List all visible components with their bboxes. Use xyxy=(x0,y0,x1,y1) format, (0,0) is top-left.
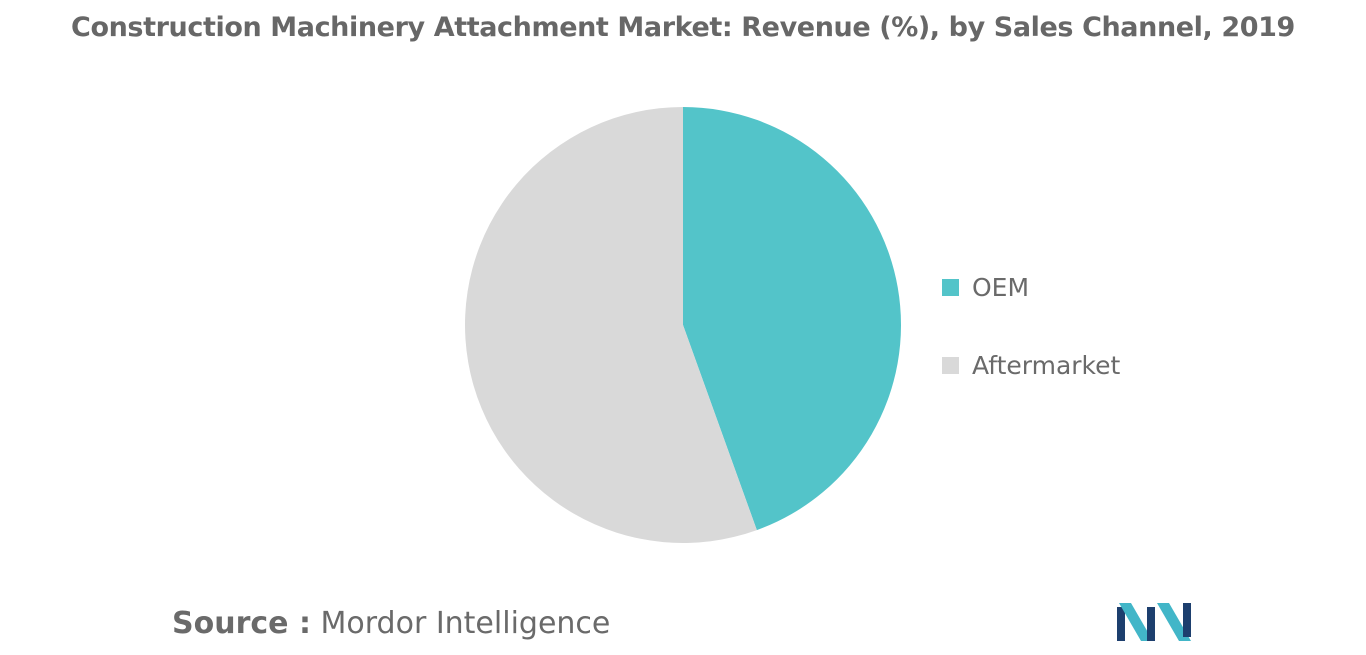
legend-item-aftermarket: Aftermarket xyxy=(942,348,1120,382)
logo-right-diagonal xyxy=(1157,603,1191,641)
chart-legend: OEM Aftermarket xyxy=(942,270,1120,426)
legend-label-aftermarket: Aftermarket xyxy=(972,350,1121,380)
legend-swatch-aftermarket xyxy=(942,356,959,374)
logo-left-stroke xyxy=(1117,607,1125,641)
source-prefix: Source : xyxy=(172,606,311,641)
pie-slice-aftermarket xyxy=(464,107,757,543)
logo-left-diagonal xyxy=(1119,603,1153,641)
logo-middle-stroke xyxy=(1147,607,1155,641)
pie-slice-oem xyxy=(683,107,901,531)
legend-label-oem: OEM xyxy=(972,272,1030,302)
source-note: Source : Mordor Intelligence xyxy=(172,606,610,641)
legend-item-oem: OEM xyxy=(942,270,1120,304)
chart-title: Construction Machinery Attachment Market… xyxy=(71,12,1295,43)
source-name: Mordor Intelligence xyxy=(320,606,611,641)
mordor-intelligence-logo-icon xyxy=(1117,603,1191,641)
legend-swatch-oem xyxy=(942,278,959,296)
logo-right-stroke xyxy=(1183,603,1191,637)
